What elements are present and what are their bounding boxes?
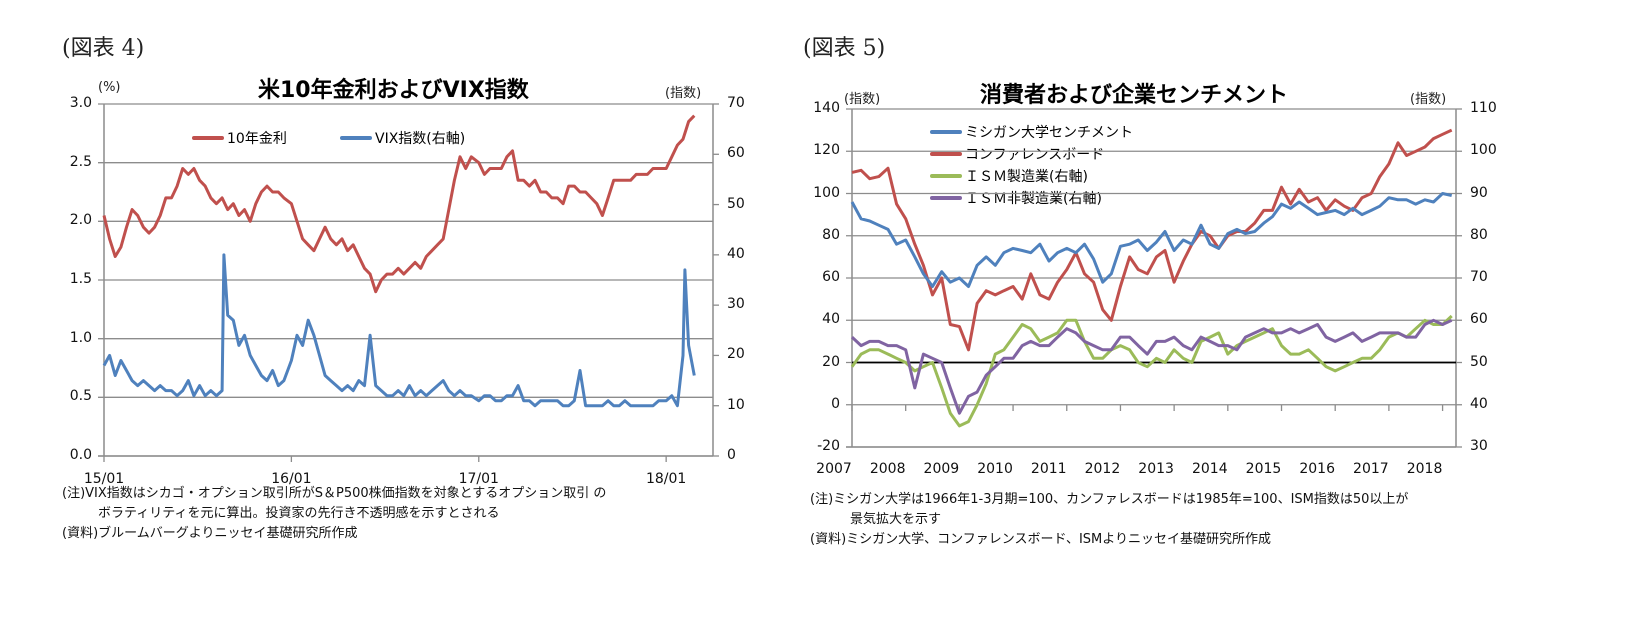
y2-tick-label: 70 [1470,269,1488,285]
y-tick-label: 100 [813,184,840,201]
chart-5-title: 消費者および企業センチメント [980,83,1289,108]
legend-item-ism-nonmanufacturing: ＩＳＭ非製造業(右軸) [930,188,1102,208]
chart-4-source: (資料)ブルームバーグよりニッセイ基礎研究所作成 [62,526,358,541]
y2-tick-label: 30 [1470,438,1488,454]
y2-tick-label: 60 [727,145,745,162]
y-tick-label: 2.0 [69,212,92,229]
chart-4-note-1: (注)VIX指数はシカゴ・オプション取引所がS＆P500株価指数を対象とするオプ… [62,486,607,501]
chart-5-note-2: 景気拡大を示す [850,512,942,527]
chart-5-source: (資料)ミシガン大学、コンファレンスボード、ISMよりニッセイ基礎研究所作成 [810,532,1272,547]
series-line-0 [102,114,696,294]
y2-tick-label: 80 [1470,226,1488,243]
chart-5-legend: ミシガン大学センチメント コンファレンスボード ＩＳＭ製造業(右軸) ＩＳＭ非製… [928,122,1138,212]
y-tick-label: 80 [822,226,840,243]
legend-item-10y-yield: 10年金利 [192,128,287,148]
chart-4-right-unit: (指数) [665,86,702,101]
series-line-3 [850,318,1453,415]
legend-label-ism-nonmanufacturing: ＩＳＭ非製造業(右軸) [965,191,1102,207]
y-tick-label: 0 [831,395,840,412]
x-tick-label: 2007 [816,461,852,477]
legend-label-10y-yield: 10年金利 [227,131,287,147]
y-tick-label: 3.0 [69,95,92,111]
series-line-0 [850,192,1453,288]
x-tick-label: 2011 [1030,461,1067,477]
series-line-1 [851,128,1453,352]
legend-swatch-10y-yield [192,136,224,140]
y2-tick-label: 0 [727,447,736,463]
legend-swatch-ism-manufacturing [930,174,962,178]
series-line-1 [102,253,696,408]
y-tick-label: 0.0 [69,447,92,463]
y2-tick-label: 60 [1470,311,1488,328]
x-tick-label: 15/01 [83,471,125,487]
chart-4-left-unit: (%) [98,80,121,95]
x-tick-label: 2009 [923,461,960,477]
y2-tick-label: 10 [727,396,745,413]
x-tick-label: 2017 [1353,461,1389,477]
y-tick-label: 1.0 [69,329,92,346]
x-tick-label: 2016 [1299,461,1336,477]
y-tick-label: 0.5 [69,388,92,405]
figure-4-label: (図表 4) [62,36,145,61]
x-tick-label: 2008 [869,461,906,477]
y2-tick-label: 20 [727,346,745,363]
y2-tick-label: 30 [727,296,745,313]
legend-label-michigan: ミシガン大学センチメント [965,125,1133,141]
y2-tick-label: 40 [727,245,745,262]
y2-tick-label: 40 [1470,395,1488,412]
y-tick-label: 140 [813,100,840,116]
series-line-2 [850,314,1453,428]
y-tick-label: 20 [822,353,840,370]
x-tick-label: 2012 [1084,461,1121,477]
figure-5-label: (図表 5) [803,36,886,61]
y2-tick-label: 90 [1470,184,1488,201]
legend-swatch-ism-nonmanufacturing [930,196,962,200]
chart-5-left-unit: (指数) [844,92,881,107]
y2-tick-label: 50 [727,195,745,212]
x-tick-label: 2010 [977,461,1013,477]
legend-swatch-vix [340,136,372,140]
y-tick-label: 2.5 [69,153,92,170]
legend-label-ism-manufacturing: ＩＳＭ製造業(右軸) [965,169,1088,185]
y-tick-label: 1.5 [69,271,92,287]
y2-tick-label: 70 [727,95,745,111]
chart-5-note-1: (注)ミシガン大学は1966年1-3月期=100、カンファレスボードは1985年… [810,492,1409,507]
legend-item-michigan: ミシガン大学センチメント [930,122,1133,142]
x-tick-label: 17/01 [458,471,499,487]
y-tick-label: -20 [817,438,840,454]
x-tick-label: 2014 [1191,461,1228,477]
x-tick-label: 16/01 [271,471,312,487]
chart-5-right-unit: (指数) [1410,92,1447,107]
x-tick-label: 2018 [1406,461,1443,477]
x-tick-label: 2013 [1138,461,1174,477]
y-tick-label: 120 [813,142,840,159]
chart-4-title: 米10年金利およびVIX指数 [258,78,529,103]
y2-tick-label: 100 [1470,142,1497,159]
legend-item-vix: VIX指数(右軸) [340,128,465,148]
y-tick-label: 60 [822,269,840,285]
chart-4-note-2: ボラティリティを元に算出。投資家の先行き不透明感を示すとされる [98,506,500,521]
y2-tick-label: 110 [1470,100,1497,116]
legend-swatch-conference-board [930,152,962,156]
legend-label-vix: VIX指数(右軸) [375,131,466,147]
y-tick-label: 40 [822,311,840,328]
legend-item-ism-manufacturing: ＩＳＭ製造業(右軸) [930,166,1088,186]
y2-tick-label: 50 [1470,353,1488,370]
legend-swatch-michigan [930,130,962,134]
x-tick-label: 18/01 [645,471,687,487]
x-tick-label: 2015 [1245,461,1282,477]
